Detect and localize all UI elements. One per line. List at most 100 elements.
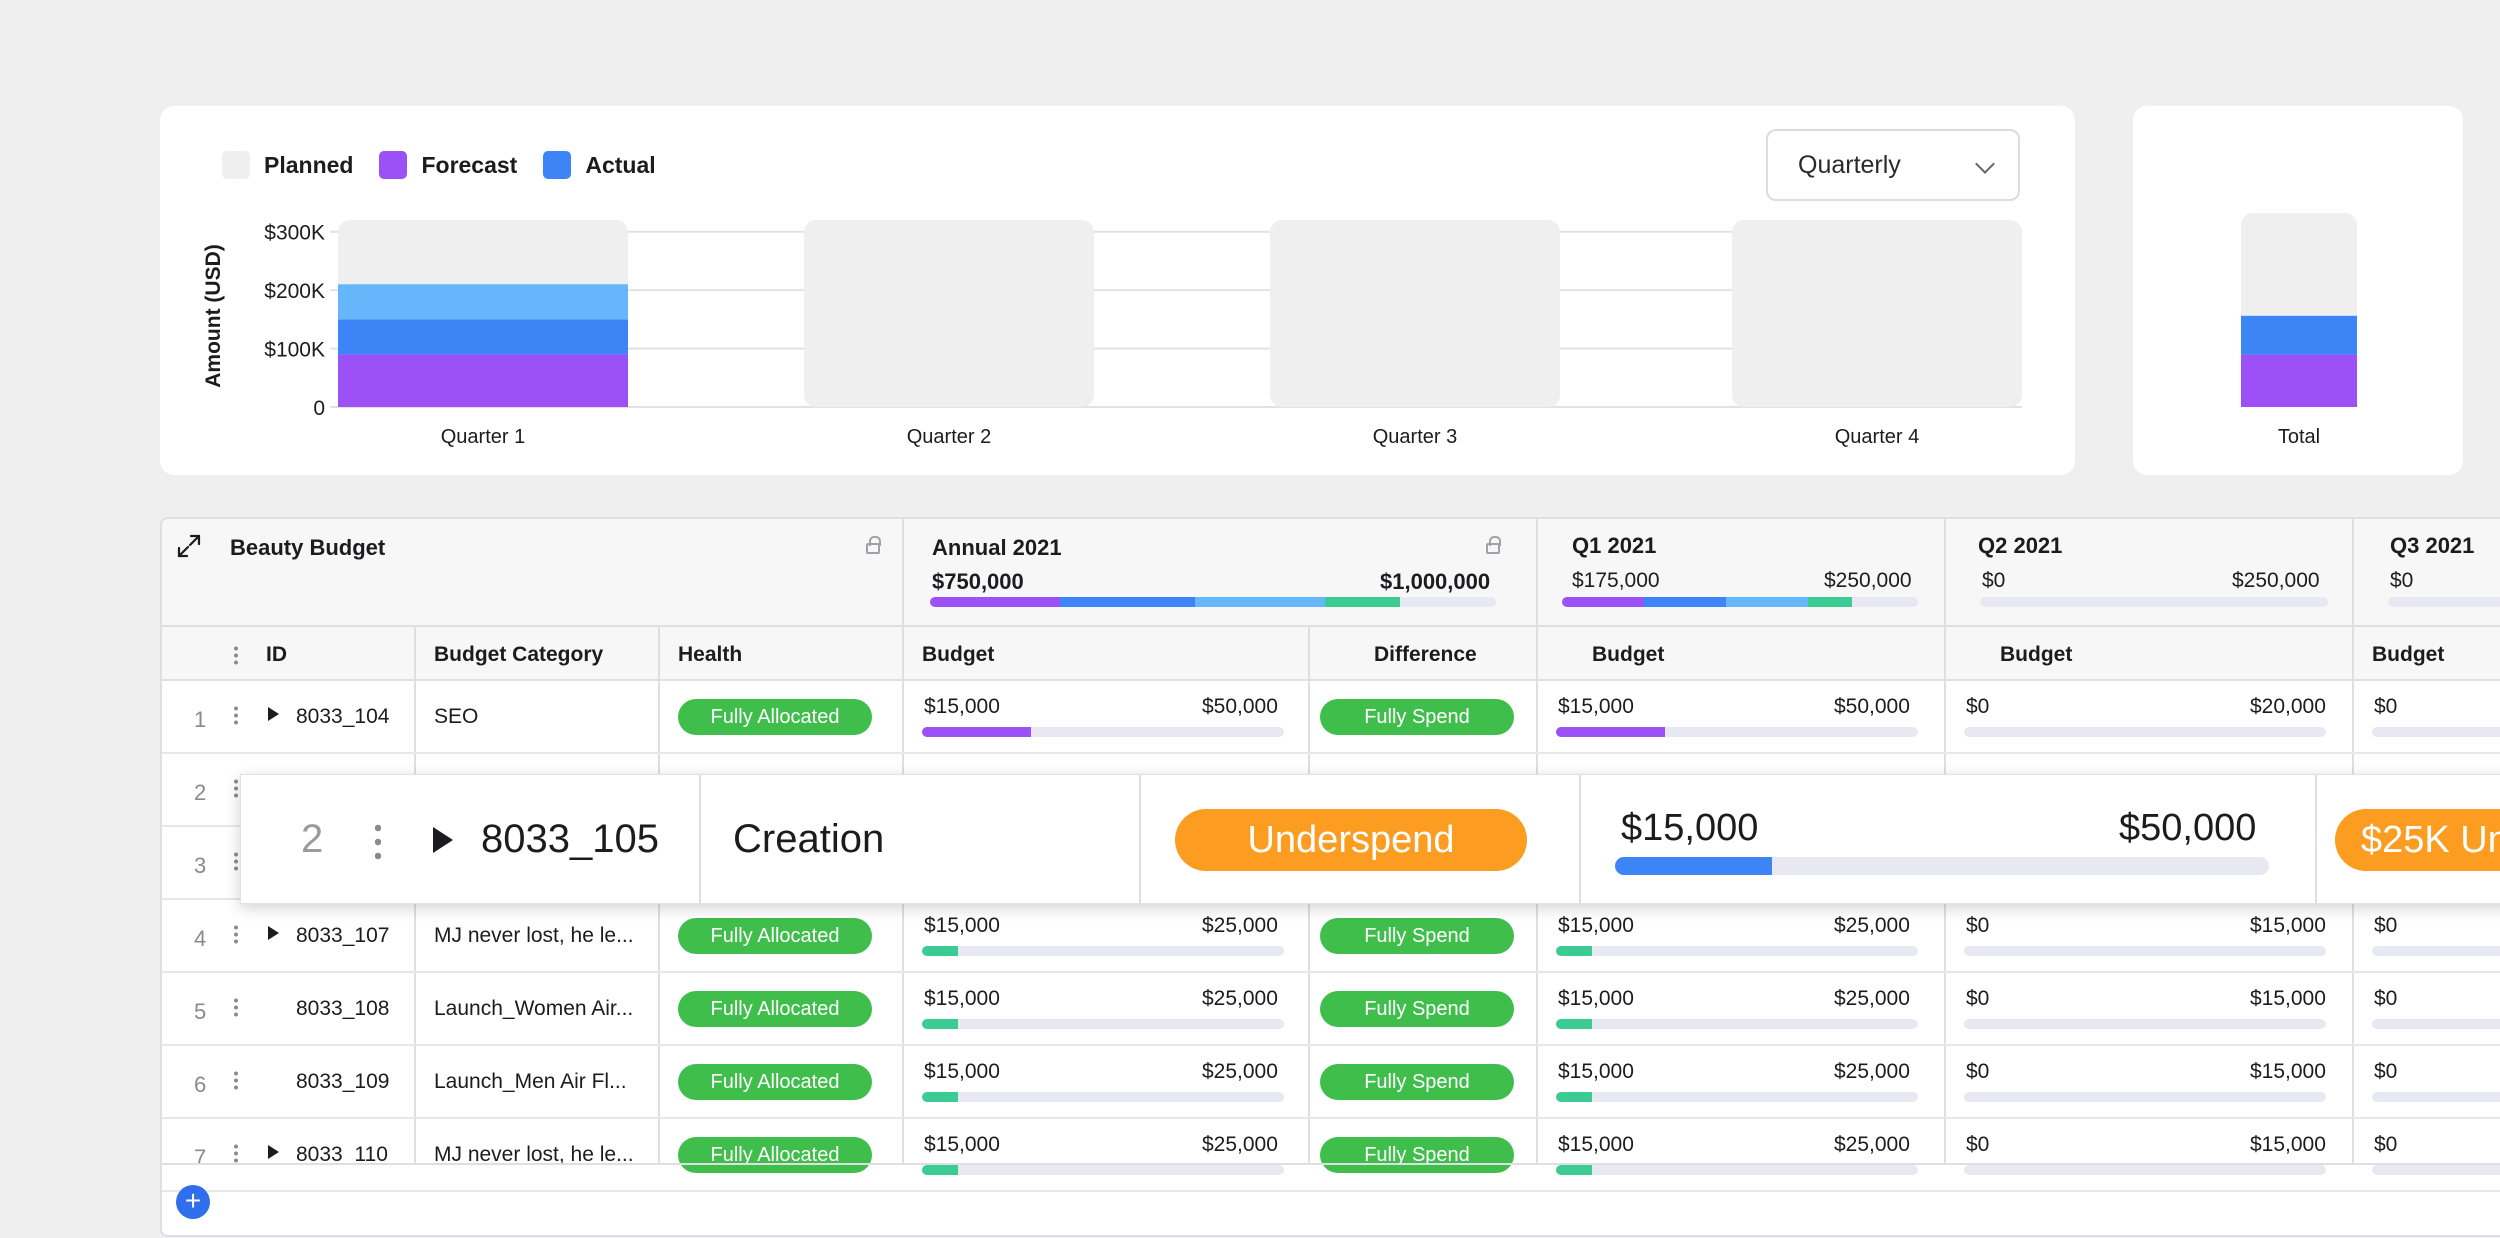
q2-budget-bar — [1964, 1165, 2326, 1175]
health-badge: Fully Allocated — [678, 1137, 872, 1173]
row-category: MJ never lost, he le... — [434, 924, 634, 947]
y-tick-label: $300K — [264, 222, 325, 245]
caret-right-icon[interactable] — [433, 827, 453, 853]
difference-badge: Fully Spend — [1320, 1064, 1514, 1100]
row-id: 8033_109 — [296, 1070, 390, 1093]
q2-budget-min: $0 — [1966, 1133, 1990, 1156]
row-menu-icon[interactable] — [234, 778, 238, 798]
expand-icon[interactable] — [176, 533, 202, 559]
annual-budget-min: $15,000 — [924, 1060, 1000, 1083]
difference-badge: Fully Spend — [1320, 918, 1514, 954]
q1-budget-min: $15,000 — [1558, 987, 1634, 1010]
row-menu-icon[interactable] — [234, 997, 238, 1017]
q2-budget-min: $0 — [1966, 1060, 1990, 1083]
quarterly-bar-chart: $300K $200K $100K 0 Amount (USD) Quarter 1 Qua… — [202, 220, 2022, 448]
legend-label: Actual — [585, 151, 656, 178]
health-badge: Fully Allocated — [678, 699, 872, 735]
period-dropdown[interactable]: Quarterly — [1766, 129, 2020, 201]
column-menu-icon[interactable] — [234, 645, 238, 665]
row-menu-icon[interactable] — [234, 924, 238, 944]
column-header-difference[interactable]: Difference — [1374, 643, 1477, 666]
row-id: 8033_104 — [296, 705, 390, 728]
annual-budget-max: $25,000 — [1202, 987, 1278, 1010]
caret-right-icon[interactable] — [268, 926, 279, 940]
annual-budget-bar — [922, 1165, 1284, 1175]
row-category: Creation — [733, 817, 885, 861]
annual-budget-bar — [922, 727, 1284, 737]
row-menu-icon[interactable] — [234, 1143, 238, 1163]
row-number: 2 — [301, 817, 324, 861]
row-menu-icon[interactable] — [234, 705, 238, 725]
legend-label: Forecast — [421, 151, 518, 178]
legend-swatch-forecast — [379, 151, 408, 179]
chart-legend: Planned Forecast Actual — [222, 151, 682, 179]
column-header-q2-budget[interactable]: Budget — [2000, 643, 2073, 666]
period-dropdown-value: Quarterly — [1798, 150, 1901, 179]
difference-badge: Fully Spend — [1320, 1137, 1514, 1173]
q2-budget-max: $15,000 — [2250, 914, 2326, 937]
row-id: 8033_107 — [296, 924, 390, 947]
row-menu-icon[interactable] — [234, 1070, 238, 1090]
bar-segment — [338, 284, 628, 320]
q3-budget-bar — [2372, 1165, 2500, 1175]
q2-budget-max: $15,000 — [2250, 987, 2326, 1010]
q1-budget-bar — [1556, 1092, 1918, 1102]
q1-budget-min: $15,000 — [1558, 1133, 1634, 1156]
annual-budget-min: $15,000 — [924, 1133, 1000, 1156]
legend-item-forecast: Forecast — [379, 151, 517, 179]
row-id: 8033_108 — [296, 997, 390, 1020]
column-header-category[interactable]: Budget Category — [434, 643, 604, 666]
legend-item-actual: Actual — [543, 151, 656, 179]
table-title: Beauty Budget — [230, 535, 386, 560]
column-header-q3-budget[interactable]: Budget — [2372, 643, 2445, 666]
row-number: 3 — [194, 853, 207, 878]
column-header-annual-budget[interactable]: Budget — [922, 643, 995, 666]
q3-progress-bar — [2388, 597, 2500, 607]
group-q1-min: $175,000 — [1572, 569, 1660, 592]
column-header-health[interactable]: Health — [678, 643, 743, 666]
caret-right-icon[interactable] — [268, 1145, 279, 1159]
q2-progress-bar — [1980, 597, 2328, 607]
health-badge: Fully Allocated — [678, 1064, 872, 1100]
difference-badge: $25K Un — [2335, 809, 2500, 871]
health-badge: Underspend — [1175, 809, 1527, 871]
y-tick-label: $100K — [264, 339, 325, 362]
q1-budget-max: $25,000 — [1834, 914, 1910, 937]
total-bar-chart: Total — [2241, 213, 2357, 448]
difference-badge: Fully Spend — [1320, 699, 1514, 735]
column-header-q1-budget[interactable]: Budget — [1592, 643, 1665, 666]
row-category: MJ never lost, he le... — [434, 1143, 634, 1166]
q1-budget-bar — [1556, 946, 1918, 956]
row-menu-icon[interactable] — [234, 851, 238, 871]
q1-budget-min: $15,000 — [1558, 1060, 1634, 1083]
lock-icon[interactable] — [1486, 536, 1501, 554]
q1-budget-bar — [1556, 1165, 1918, 1175]
group-q3-min: $0 — [2390, 569, 2414, 592]
lock-icon[interactable] — [866, 536, 881, 554]
row-number: 7 — [194, 1145, 207, 1170]
q1-budget-min: $15,000 — [1558, 914, 1634, 937]
budget-chart-card: Planned Forecast Actual Quarterly $300K $… — [160, 106, 2075, 475]
q1-budget-max: $25,000 — [1834, 987, 1910, 1010]
add-row-button[interactable]: + — [176, 1185, 210, 1219]
bar-planned — [804, 220, 1094, 407]
row-number: 6 — [194, 1072, 207, 1097]
x-tick-label: Total — [2278, 426, 2320, 448]
health-badge: Fully Allocated — [678, 918, 872, 954]
health-badge: Fully Allocated — [678, 991, 872, 1027]
annual-budget-min: $15,000 — [924, 695, 1000, 718]
drag-handle-icon[interactable] — [375, 821, 381, 861]
y-axis-label: Amount (USD) — [202, 244, 225, 387]
dragged-row[interactable]: 2 8033_105 Creation Underspend $15,000 $… — [240, 774, 2500, 905]
q2-budget-min: $0 — [1966, 914, 1990, 937]
q3-budget-bar — [2372, 727, 2500, 737]
row-category: Launch_Men Air Fl... — [434, 1070, 627, 1093]
caret-right-icon[interactable] — [268, 707, 279, 721]
q1-budget-bar — [1556, 727, 1918, 737]
row-number: 5 — [194, 999, 207, 1024]
q3-budget-min: $0 — [2374, 1060, 2398, 1083]
column-header-id[interactable]: ID — [266, 643, 287, 666]
y-tick-label: $200K — [264, 280, 325, 303]
group-q1-max: $250,000 — [1824, 569, 1912, 592]
legend-label: Planned — [264, 151, 354, 178]
